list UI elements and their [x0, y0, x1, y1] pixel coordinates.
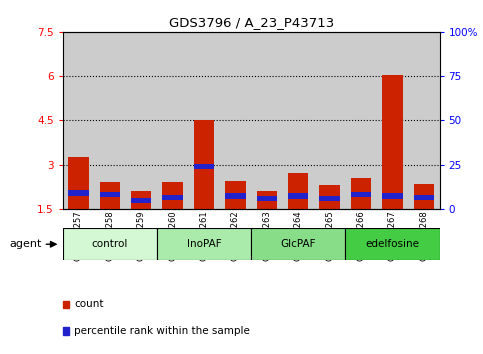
Text: edelfosine: edelfosine	[366, 239, 419, 249]
Bar	[351, 178, 371, 209]
Bar	[319, 185, 340, 209]
Bar	[256, 191, 277, 209]
Bar	[225, 193, 246, 199]
Bar	[314, 32, 345, 209]
Bar	[413, 195, 434, 200]
Bar	[157, 32, 188, 209]
Bar	[63, 228, 157, 260]
Text: agent: agent	[10, 239, 42, 249]
Bar	[194, 120, 214, 209]
Bar	[288, 173, 309, 209]
Text: percentile rank within the sample: percentile rank within the sample	[74, 326, 250, 336]
Text: GlcPAF: GlcPAF	[281, 239, 316, 249]
Bar	[288, 193, 309, 199]
Bar	[377, 32, 408, 209]
Bar	[345, 32, 377, 209]
Bar	[131, 191, 152, 209]
Text: count: count	[74, 299, 103, 309]
Bar	[382, 193, 403, 199]
Bar	[68, 157, 89, 209]
Bar	[283, 32, 314, 209]
Bar	[225, 181, 246, 209]
Bar	[413, 184, 434, 209]
Bar	[157, 228, 251, 260]
Bar	[345, 228, 440, 260]
Bar	[126, 32, 157, 209]
Bar	[256, 196, 277, 201]
Bar	[162, 182, 183, 209]
Bar	[382, 75, 403, 209]
Bar	[94, 32, 126, 209]
Bar	[251, 32, 283, 209]
Bar	[220, 32, 251, 209]
Bar	[319, 196, 340, 201]
Bar	[188, 32, 220, 209]
Bar	[99, 182, 120, 209]
Bar	[351, 192, 371, 197]
Bar	[408, 32, 440, 209]
Bar	[99, 192, 120, 197]
Bar	[194, 164, 214, 169]
Bar	[68, 190, 89, 195]
Text: control: control	[92, 239, 128, 249]
Bar	[131, 198, 152, 203]
Bar	[162, 195, 183, 200]
Title: GDS3796 / A_23_P43713: GDS3796 / A_23_P43713	[169, 16, 334, 29]
Bar	[251, 228, 345, 260]
Text: InoPAF: InoPAF	[187, 239, 221, 249]
Bar	[63, 32, 94, 209]
